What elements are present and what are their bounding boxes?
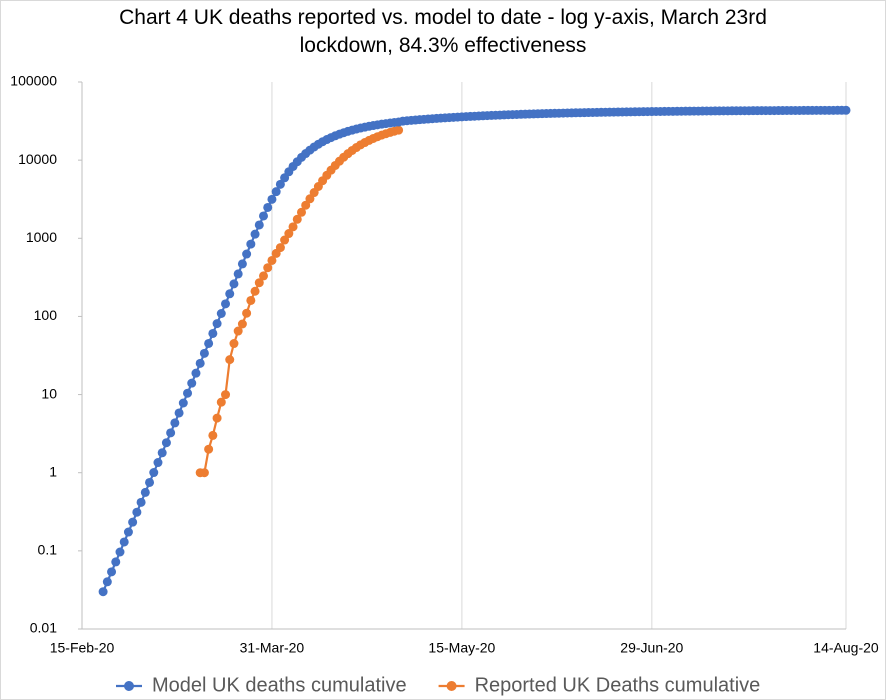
data-point: [229, 279, 239, 289]
data-point: [216, 309, 226, 319]
data-point: [225, 289, 235, 299]
data-point: [250, 229, 260, 239]
data-point: [296, 207, 306, 217]
data-point: [254, 278, 264, 288]
data-point: [208, 430, 218, 440]
series-line: [102, 109, 847, 593]
data-point: [195, 358, 205, 368]
data-point: [292, 214, 302, 224]
data-point: [111, 557, 121, 567]
data-point: [212, 319, 222, 329]
data-point: [145, 477, 155, 487]
y-tick-label: 1000: [26, 229, 57, 245]
data-point: [161, 438, 171, 448]
data-point: [123, 527, 133, 537]
data-point: [394, 125, 404, 135]
data-point: [242, 308, 252, 318]
x-tick-label: 14-Aug-20: [813, 640, 879, 656]
data-point: [288, 222, 298, 232]
data-point: [263, 263, 273, 273]
y-tick-label: 10000: [18, 151, 57, 167]
data-point: [263, 202, 273, 212]
data-point: [208, 328, 218, 338]
data-point: [132, 507, 142, 517]
data-point: [166, 428, 176, 438]
data-point: [301, 200, 311, 210]
data-point: [102, 577, 112, 587]
y-tick-label: 100000: [10, 73, 57, 89]
data-point: [157, 448, 167, 458]
data-point: [204, 444, 214, 454]
data-point: [216, 397, 226, 407]
data-point: [107, 567, 117, 577]
data-point: [170, 418, 180, 428]
data-point: [267, 194, 277, 204]
data-point: [191, 368, 201, 378]
data-point: [259, 211, 269, 221]
x-tick-label: 31-Mar-20: [240, 640, 305, 656]
data-point: [259, 271, 269, 281]
legend-label: Model UK deaths cumulative: [152, 674, 407, 696]
data-point: [250, 286, 260, 296]
legend-marker: [446, 681, 457, 691]
data-point: [271, 187, 281, 197]
data-point: [225, 355, 235, 365]
data-point: [275, 243, 285, 253]
x-tick-label: 15-Feb-20: [50, 640, 115, 656]
data-point: [246, 239, 256, 249]
data-point: [140, 487, 150, 497]
data-point: [275, 179, 285, 189]
data-point: [204, 338, 214, 348]
data-point: [128, 517, 138, 527]
data-point: [153, 458, 163, 468]
data-point: [136, 497, 146, 507]
legend-marker: [124, 681, 134, 691]
data-point: [149, 468, 159, 478]
data-point: [246, 295, 256, 305]
data-point: [199, 468, 209, 478]
y-tick-label: 0.1: [38, 542, 58, 558]
data-point: [221, 299, 231, 309]
data-point: [237, 259, 247, 269]
data-point: [237, 319, 247, 329]
data-point: [119, 537, 129, 547]
y-tick-label: 0.01: [30, 620, 57, 636]
data-point: [233, 269, 243, 279]
x-tick-label: 29-Jun-20: [620, 640, 683, 656]
data-point: [212, 413, 222, 423]
data-point: [267, 255, 277, 265]
data-point: [199, 348, 209, 358]
legend-label: Reported UK Deaths cumulative: [475, 674, 761, 696]
y-tick-label: 1: [49, 463, 57, 479]
y-tick-label: 10: [41, 385, 57, 401]
x-tick-label: 15-May-20: [428, 640, 495, 656]
data-point: [233, 326, 243, 336]
series-line: [200, 129, 399, 474]
data-point: [242, 249, 252, 259]
data-point: [187, 378, 197, 388]
data-point: [841, 105, 851, 115]
data-point: [178, 398, 188, 408]
data-point: [221, 390, 231, 400]
data-point: [98, 587, 108, 597]
chart-title: Chart 4 UK deaths reported vs. model to …: [119, 6, 767, 57]
data-point: [174, 408, 184, 418]
data-point: [280, 235, 290, 245]
data-point: [284, 229, 294, 239]
data-point: [254, 220, 264, 230]
y-tick-label: 100: [34, 307, 58, 323]
data-point: [115, 547, 125, 557]
data-point: [229, 339, 239, 349]
data-point: [183, 388, 193, 398]
